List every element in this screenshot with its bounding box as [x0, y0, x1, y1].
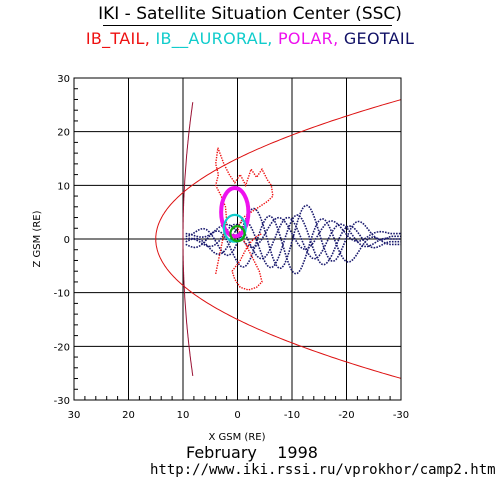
- geotail-orbit: [185, 215, 401, 275]
- orbit-loop: [219, 186, 251, 239]
- geotail-orbit: [185, 204, 401, 270]
- geotail-orbit: [185, 216, 401, 250]
- legend: IB_TAIL, IB__AURORAL, POLAR, GEOTAIL: [0, 29, 500, 49]
- y-tick-label: 20: [57, 128, 70, 139]
- y-tick-label: -10: [54, 289, 70, 300]
- x-tick-label: 30: [68, 410, 81, 421]
- series: [185, 147, 401, 291]
- geotail-orbit: [185, 214, 401, 269]
- footer-url[interactable]: http://www.iki.rssi.ru/vprokhor/camp2.ht…: [150, 462, 496, 478]
- ib-tail-track: [214, 147, 274, 291]
- footer-date: February 1998: [186, 443, 318, 462]
- geotail-orbit: [185, 216, 401, 260]
- y-tick-label: 10: [57, 181, 70, 192]
- plot-frame: [73, 77, 402, 401]
- x-tick-label: 10: [177, 410, 190, 421]
- y-tick-label: 0: [64, 235, 70, 246]
- boundaries: [155, 99, 401, 379]
- legend-entry: POLAR,: [277, 29, 344, 48]
- x-tick-label: 0: [234, 410, 240, 421]
- legend-entry: IB__AURORAL,: [155, 29, 278, 48]
- x-tick-label: -20: [338, 410, 354, 421]
- x-tick-label: -10: [284, 410, 300, 421]
- title-underline: [103, 25, 392, 26]
- chart-title: IKI - Satellite Situation Center (SSC): [98, 4, 402, 24]
- y-tick-label: -20: [54, 342, 70, 353]
- y-axis-label: Z GSM (RE): [32, 210, 43, 267]
- y-tick-label: 30: [57, 74, 70, 85]
- x-axis-label: X GSM (RE): [208, 432, 265, 443]
- y-tick-label: -30: [54, 396, 70, 407]
- ticks: 30 20 10 0 -10 -20 -30 30 20 10 0 -10 -20 -30: [54, 74, 410, 421]
- boundary-bow-shock: [155, 99, 401, 379]
- boundary-magnetopause: [182, 102, 194, 376]
- legend-entry: IB_TAIL,: [85, 29, 156, 48]
- x-tick-label: -30: [393, 410, 409, 421]
- legend-entry: GEOTAIL: [343, 29, 415, 48]
- x-tick-label: 20: [122, 410, 135, 421]
- orbit-loop: [229, 225, 246, 243]
